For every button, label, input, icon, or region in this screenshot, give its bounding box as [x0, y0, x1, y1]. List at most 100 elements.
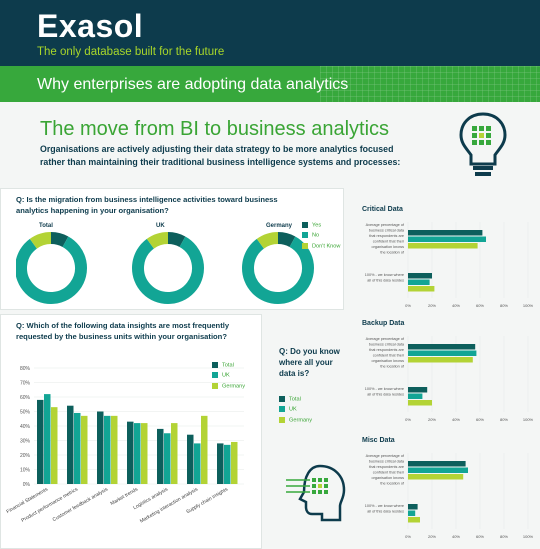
legend-germany: Germany	[212, 382, 245, 389]
y-tick-label: 20%	[20, 453, 31, 459]
donut-charts: Total UK Germany	[16, 223, 314, 304]
category-label: confident that their	[373, 354, 405, 358]
bar	[408, 273, 432, 279]
bar	[51, 407, 58, 484]
category-label: the location of	[380, 482, 405, 486]
y-tick-label: 80%	[20, 366, 31, 372]
x-tick-label: 20%	[428, 303, 436, 308]
category-label: organisation knows	[371, 476, 404, 480]
x-tick-label: Marketing interaction analysis	[139, 486, 199, 524]
bar	[187, 434, 194, 484]
bar	[171, 423, 178, 484]
bar	[408, 387, 428, 393]
bar	[194, 443, 201, 484]
category-label: confident that their	[373, 471, 405, 475]
y-tick-label: 60%	[20, 395, 31, 401]
intro-text: Organisations are actively adjusting the…	[40, 144, 401, 167]
x-tick-label: 80%	[500, 303, 508, 308]
bar	[74, 412, 81, 484]
bar	[408, 279, 430, 285]
y-tick-label: 50%	[20, 410, 31, 416]
migration-question: Q: Is the migration from business intell…	[16, 195, 278, 215]
category-label: business critical data	[369, 343, 405, 347]
bar	[127, 421, 134, 484]
bar	[81, 415, 88, 484]
bar	[408, 230, 483, 236]
title-band	[0, 66, 540, 102]
bar	[97, 411, 104, 484]
category-label: organisation knows	[371, 359, 404, 363]
bar	[44, 394, 51, 484]
category-label: all of this data resides	[367, 393, 404, 397]
legend-total: Total	[212, 362, 245, 368]
category-label: the location of	[380, 251, 405, 255]
y-tick-label: 30%	[20, 439, 31, 445]
donut-slice	[16, 236, 87, 304]
category-label: the location of	[380, 365, 405, 369]
bar	[408, 504, 418, 510]
bar	[224, 444, 231, 484]
bar	[408, 400, 432, 406]
legend-uk-2: UK	[279, 406, 312, 413]
category-label: Average percentage of	[366, 454, 405, 458]
category-label: Average percentage of	[366, 223, 405, 227]
x-tick-label: Product performance metrics	[20, 486, 79, 524]
insights-bar-chart: 0%10%20%30%40%50%60%70%80%Financial Stat…	[6, 366, 244, 525]
head-icon	[286, 464, 346, 522]
x-tick-label: 20%	[428, 534, 436, 539]
x-tick-label: 100%	[523, 534, 534, 539]
y-tick-label: 40%	[20, 424, 31, 430]
y-tick-label: 10%	[20, 468, 31, 474]
donut-legend: Yes No Don't Know	[302, 222, 340, 253]
category-label: 100% - we know where	[365, 273, 404, 277]
x-tick-label: 0%	[405, 303, 411, 308]
x-tick-label: 80%	[500, 534, 508, 539]
x-tick-label: 80%	[500, 417, 508, 422]
x-tick-label: 20%	[428, 417, 436, 422]
bar	[408, 357, 473, 363]
category-label: all of this data resides	[367, 279, 404, 283]
bar	[408, 236, 486, 242]
donut-slice	[167, 232, 186, 248]
x-tick-label: Customer feedback analysis	[52, 486, 110, 523]
location-question: Q: Do you know where all your data is?	[279, 347, 340, 378]
bar	[141, 423, 148, 484]
category-label: that respondents are	[369, 348, 404, 352]
bar	[67, 405, 74, 484]
legend-no: No	[302, 232, 340, 239]
bar	[217, 443, 224, 484]
bar	[134, 423, 141, 484]
header: Exasol The only database built for the f…	[0, 0, 540, 66]
x-tick-label: 60%	[476, 534, 484, 539]
bar	[231, 441, 238, 484]
bar	[408, 517, 420, 523]
bar	[408, 393, 423, 399]
backup-data-title: Backup Data	[362, 320, 405, 327]
x-tick-label: 0%	[405, 534, 411, 539]
bar	[408, 474, 464, 480]
bar	[408, 350, 477, 356]
backup-data-chart: Average percentage of business critical d…	[365, 336, 534, 422]
y-tick-label: 70%	[20, 381, 31, 387]
x-tick-label: 0%	[405, 417, 411, 422]
x-tick-label: 40%	[452, 303, 460, 308]
donut-slice	[146, 232, 169, 249]
bar	[408, 467, 468, 473]
x-tick-label: 40%	[452, 534, 460, 539]
misc-data-title: Misc Data	[362, 437, 395, 444]
y-tick-label: 0%	[23, 482, 31, 488]
category-label: that respondents are	[369, 234, 404, 238]
page-title: The move from BI to business analytics	[40, 118, 390, 140]
lightbulb-icon	[459, 112, 507, 176]
bar	[37, 399, 44, 484]
x-tick-label: 100%	[523, 417, 534, 422]
donut-slice	[132, 236, 204, 304]
misc-data-chart: Average percentage of business critical d…	[365, 453, 534, 539]
critical-data-chart: Average percentage of business critical d…	[365, 222, 534, 308]
bar	[164, 433, 171, 484]
category-label: 100% - we know where	[365, 387, 404, 391]
category-label: all of this data resides	[367, 510, 404, 514]
donut-slice	[29, 232, 52, 249]
x-tick-label: 100%	[523, 303, 534, 308]
legend-uk: UK	[212, 372, 245, 379]
